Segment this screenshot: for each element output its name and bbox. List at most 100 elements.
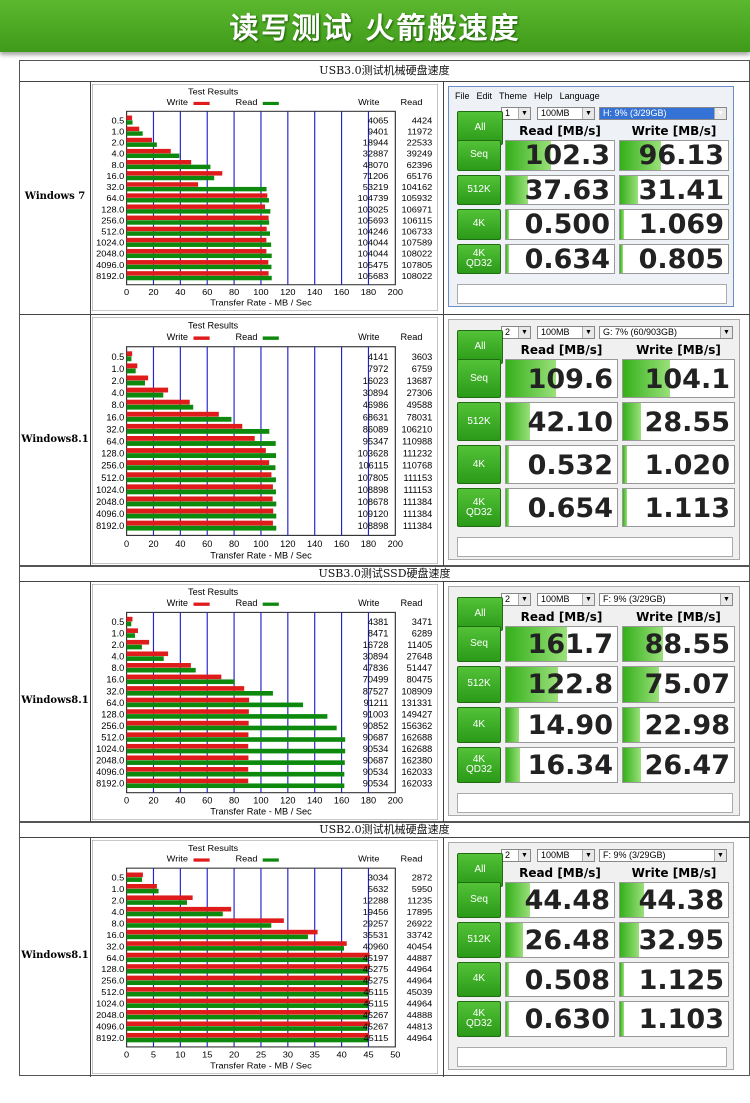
count-select[interactable]: 2 ▼ bbox=[501, 849, 531, 862]
read-value: 42.10 bbox=[527, 407, 613, 438]
chevron-down-icon[interactable]: ▼ bbox=[714, 850, 726, 861]
category-label: 16.0 bbox=[106, 171, 124, 181]
chevron-down-icon[interactable]: ▼ bbox=[518, 108, 530, 119]
chevron-down-icon[interactable]: ▼ bbox=[582, 327, 594, 338]
category-label: 1.0 bbox=[111, 127, 124, 137]
bar-write bbox=[126, 496, 273, 502]
count-select[interactable]: 2 ▼ bbox=[501, 326, 531, 339]
size-select[interactable]: 100MB ▼ bbox=[537, 107, 595, 120]
comment-field[interactable] bbox=[457, 284, 727, 304]
test-button-seq[interactable]: Seq bbox=[457, 140, 501, 171]
legend-write-label: Write bbox=[167, 854, 188, 864]
test-button-4k-qd32[interactable]: 4K QD32 bbox=[457, 243, 501, 274]
bar-read bbox=[126, 1003, 369, 1008]
test-button-4k[interactable]: 4K bbox=[457, 961, 501, 998]
bar-read bbox=[126, 888, 159, 894]
category-label: 4096.0 bbox=[96, 1022, 124, 1032]
comment-field[interactable] bbox=[457, 793, 733, 813]
value-read: 108909 bbox=[401, 686, 432, 696]
value-read: 39249 bbox=[407, 149, 433, 159]
test-button-4k-qd32[interactable]: 4K QD32 bbox=[457, 746, 501, 783]
test-button-512k[interactable]: 512K bbox=[457, 666, 501, 703]
bar-write bbox=[126, 686, 245, 691]
category-label: 1024.0 bbox=[96, 744, 124, 754]
x-tick-label: 200 bbox=[388, 288, 403, 298]
bar-write bbox=[126, 115, 133, 120]
progress-fill bbox=[620, 1002, 625, 1036]
menu-item-language[interactable]: Language bbox=[559, 91, 600, 101]
category-label: 2.0 bbox=[111, 640, 124, 650]
legend-read-label: Read bbox=[236, 97, 258, 107]
category-label: 32.0 bbox=[106, 942, 124, 952]
bar-read bbox=[126, 465, 276, 471]
bar-write bbox=[126, 998, 370, 1004]
bar-read bbox=[126, 264, 272, 270]
all-button[interactable]: All bbox=[457, 330, 503, 364]
chevron-down-icon[interactable]: ▼ bbox=[720, 594, 732, 605]
test-button-seq[interactable]: Seq bbox=[457, 626, 501, 663]
size-select[interactable]: 100MB ▼ bbox=[537, 326, 595, 339]
value-read: 44964 bbox=[407, 965, 433, 975]
count-select[interactable]: 1 ▼ bbox=[501, 107, 531, 120]
chevron-down-icon[interactable]: ▼ bbox=[582, 594, 594, 605]
bar-write bbox=[126, 941, 347, 946]
bar-write bbox=[126, 171, 223, 176]
test-button-512k[interactable]: 512K bbox=[457, 402, 501, 441]
category-label: 1.0 bbox=[111, 629, 124, 639]
chevron-down-icon[interactable]: ▼ bbox=[518, 850, 530, 861]
comment-field[interactable] bbox=[457, 537, 733, 557]
test-button-512k[interactable]: 512K bbox=[457, 921, 501, 958]
bar-write bbox=[126, 767, 249, 772]
value-read: 44964 bbox=[407, 1033, 433, 1043]
value-read: 78031 bbox=[407, 412, 433, 422]
read-value: 102.3 bbox=[524, 140, 610, 171]
chevron-down-icon[interactable]: ▼ bbox=[518, 327, 530, 338]
read-value-cell: 42.10 bbox=[505, 402, 618, 441]
test-button-seq[interactable]: Seq bbox=[457, 882, 501, 918]
all-button[interactable]: All bbox=[457, 597, 503, 631]
menu-item-theme[interactable]: Theme bbox=[499, 91, 528, 101]
col-header-write: Write bbox=[358, 332, 379, 342]
all-button[interactable]: All bbox=[457, 853, 503, 887]
menu-item-file[interactable]: File bbox=[455, 91, 470, 101]
chevron-down-icon[interactable]: ▼ bbox=[582, 850, 594, 861]
read-value-cell: 0.654 bbox=[505, 488, 618, 527]
bar-read bbox=[126, 231, 271, 236]
test-button-seq[interactable]: Seq bbox=[457, 359, 501, 398]
test-button-4k[interactable]: 4K bbox=[457, 445, 501, 484]
count-select[interactable]: 2 ▼ bbox=[501, 593, 531, 606]
size-select[interactable]: 100MB ▼ bbox=[537, 593, 595, 606]
bar-write bbox=[126, 1021, 370, 1027]
bar-read bbox=[126, 220, 270, 225]
menu-item-help[interactable]: Help bbox=[534, 91, 553, 101]
value-write: 16728 bbox=[363, 640, 389, 650]
drive-select[interactable]: G: 7% (60/903GB) ▼ bbox=[599, 326, 733, 339]
value-read: 156362 bbox=[401, 721, 432, 731]
x-tick-label: 200 bbox=[388, 539, 403, 549]
chevron-down-icon[interactable]: ▼ bbox=[582, 108, 594, 119]
chevron-down-icon[interactable]: ▼ bbox=[714, 108, 726, 119]
value-write: 103025 bbox=[358, 205, 389, 215]
read-header: Read [MB/s] bbox=[520, 343, 603, 357]
test-button-4k-qd32[interactable]: 4K QD32 bbox=[457, 488, 501, 527]
drive-select[interactable]: F: 9% (3/29GB) ▼ bbox=[599, 593, 733, 606]
legend-read-swatch bbox=[262, 602, 279, 606]
bar-write bbox=[126, 351, 133, 357]
bar-read bbox=[126, 380, 145, 386]
category-label: 4.0 bbox=[111, 388, 124, 398]
menu-item-edit[interactable]: Edit bbox=[476, 91, 493, 101]
test-button-4k[interactable]: 4K bbox=[457, 706, 501, 743]
test-button-4k[interactable]: 4K bbox=[457, 209, 501, 240]
chevron-down-icon[interactable]: ▼ bbox=[518, 594, 530, 605]
bar-write bbox=[126, 697, 250, 703]
test-button-4k-qd32[interactable]: 4K QD32 bbox=[457, 1001, 501, 1037]
size-select[interactable]: 100MB ▼ bbox=[537, 849, 595, 862]
comment-field[interactable] bbox=[457, 1047, 727, 1067]
chevron-down-icon[interactable]: ▼ bbox=[720, 327, 732, 338]
drive-select[interactable]: F: 9% (3/29GB) ▼ bbox=[599, 849, 727, 862]
bar-read bbox=[126, 725, 337, 731]
test-button-512k[interactable]: 512K bbox=[457, 174, 501, 205]
drive-select[interactable]: H: 9% (3/29GB) ▼ bbox=[599, 107, 727, 120]
category-label: 2.0 bbox=[111, 138, 124, 148]
